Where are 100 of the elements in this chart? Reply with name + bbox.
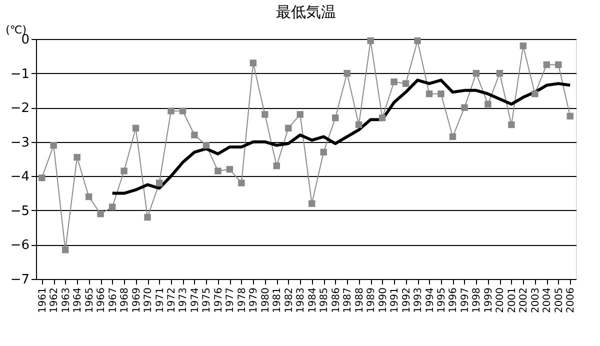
point — [50, 142, 57, 149]
y-tick-label: −6 — [10, 238, 30, 254]
point — [414, 37, 421, 44]
x-tick-label: 1973 — [178, 288, 190, 313]
point — [250, 60, 257, 66]
x-tick-label: 1986 — [330, 288, 342, 313]
x-tick-label: 1995 — [436, 288, 448, 313]
y-tick-label: −2 — [10, 101, 30, 116]
point — [438, 90, 444, 98]
point — [496, 70, 504, 77]
x-tick-label: 1967 — [108, 288, 119, 313]
point — [238, 180, 245, 186]
x-tick-label: 1998 — [472, 288, 483, 313]
x-tick-label: 2006 — [566, 288, 577, 313]
point — [484, 100, 492, 108]
x-tick-label: 1966 — [96, 288, 108, 313]
point — [273, 162, 280, 170]
point — [566, 112, 574, 120]
point — [202, 142, 210, 149]
point — [179, 108, 186, 114]
point — [378, 114, 386, 122]
x-tick-label: 1962 — [49, 288, 60, 313]
point — [296, 111, 304, 118]
point — [132, 124, 140, 132]
point — [344, 70, 350, 77]
x-tick-label: 1991 — [390, 288, 401, 313]
x-tick-label: 1979 — [248, 288, 260, 313]
x-tick-label: 1971 — [154, 288, 166, 313]
point — [461, 104, 468, 111]
point — [508, 121, 515, 128]
y-tick-label: 0 — [21, 32, 30, 48]
x-tick-label: 2001 — [506, 288, 518, 313]
point — [191, 132, 198, 138]
point — [320, 148, 327, 156]
point — [108, 204, 116, 210]
point — [367, 37, 374, 44]
point — [472, 70, 480, 77]
point — [214, 168, 222, 174]
x-tick-label: 1997 — [460, 288, 471, 313]
x-tick-label: 1977 — [225, 288, 236, 313]
x-tick-label: 2000 — [495, 288, 506, 313]
y-tick-label: −3 — [10, 135, 30, 150]
x-tick-label: 1996 — [448, 288, 460, 313]
x-tick-label: 1978 — [236, 288, 248, 313]
x-tick-label: 1987 — [342, 288, 354, 313]
x-tick-label: 1988 — [354, 288, 366, 313]
x-tick-label: 2003 — [530, 288, 542, 313]
point — [38, 174, 46, 182]
x-tick-label: 1980 — [260, 288, 272, 313]
point — [555, 61, 562, 68]
x-tick-label: 2005 — [554, 288, 565, 313]
x-tick-label: 1976 — [213, 288, 224, 313]
x-tick-label: 1970 — [143, 288, 154, 313]
point — [62, 246, 69, 254]
point — [285, 124, 292, 132]
x-tick-label: 1982 — [284, 288, 295, 313]
point — [543, 61, 550, 68]
point — [332, 114, 339, 122]
x-tick-label: 1990 — [378, 288, 389, 313]
x-tick-label: 2002 — [518, 288, 530, 313]
point — [156, 180, 163, 186]
y-tick-label: −1 — [10, 66, 30, 82]
y-tick-label: −4 — [10, 170, 30, 185]
x-tick-label: 1993 — [413, 288, 424, 313]
x-tick-label: 1969 — [131, 288, 142, 313]
x-tick-label: 1983 — [296, 288, 307, 313]
chart-title: 最低気温 — [276, 3, 336, 21]
x-tick-label: 1984 — [307, 288, 318, 313]
point — [402, 80, 410, 87]
y-tick-label: −5 — [10, 204, 30, 219]
x-tick-label: 1994 — [424, 288, 436, 313]
point — [426, 90, 433, 98]
point — [74, 154, 80, 161]
x-tick-label: 1989 — [366, 288, 378, 313]
x-tick-label: 1974 — [190, 288, 201, 313]
x-tick-label: 1985 — [319, 288, 330, 313]
point — [308, 200, 316, 207]
point — [120, 168, 128, 174]
point — [168, 108, 174, 114]
x-tick-label: 1972 — [166, 288, 178, 313]
point — [226, 166, 234, 173]
x-tick-label: 1975 — [202, 288, 213, 313]
point — [97, 210, 104, 218]
x-tick-label: 1961 — [37, 288, 48, 313]
point — [449, 133, 456, 140]
x-tick-label: 1999 — [483, 288, 494, 313]
point — [532, 90, 538, 98]
x-tick-label: 1992 — [401, 288, 412, 313]
x-tick-label: 1964 — [72, 288, 84, 313]
point — [85, 193, 92, 200]
point — [520, 42, 527, 50]
point — [144, 214, 151, 221]
point — [262, 111, 268, 118]
x-tick-label: 1965 — [84, 288, 96, 313]
x-tick-label: 1963 — [60, 288, 72, 313]
point — [390, 78, 398, 86]
x-tick-label: 2004 — [542, 288, 554, 313]
point — [355, 121, 362, 128]
x-tick-label: 1968 — [120, 288, 131, 313]
x-tick-label: 1981 — [272, 288, 284, 313]
